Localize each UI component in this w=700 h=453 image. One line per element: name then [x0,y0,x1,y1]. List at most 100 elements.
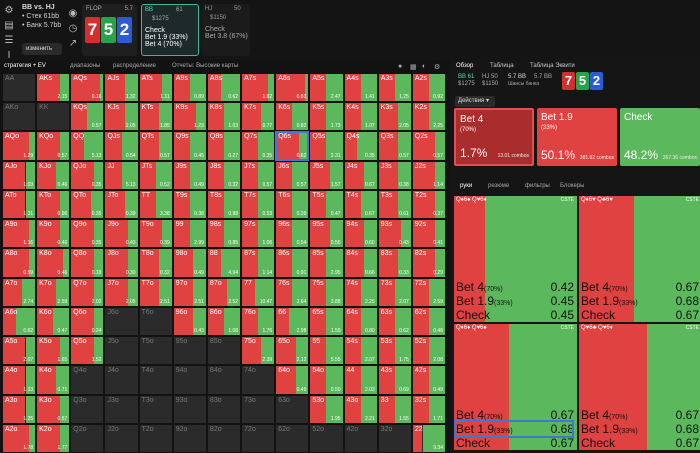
hand-cell[interactable]: 5.13 JJ [104,160,139,190]
hand-cell[interactable]: 1.33 A4o [2,365,37,395]
grid-icon[interactable]: ▦ [410,64,417,71]
hand-cell[interactable]: 0.43 93s [377,219,412,249]
hand-cell[interactable]: 1.29 AQo [2,131,37,161]
hand-cell[interactable]: 0.43 96o [172,306,207,337]
hand-cell[interactable]: J2o [104,423,139,453]
hand-cell[interactable]: 1.25 A3o [2,394,37,424]
hand-cell[interactable]: 0.67 T4s [343,189,378,220]
action-box[interactable]: Check 48.2% 367.36 combos [620,108,700,166]
tab-filters[interactable]: фильтры [525,183,550,189]
hand-combo-box[interactable]: Q♥6♣ Q♥6♦ CSTE Bet 4(70%) 0.67 Bet 1.9(33%) 0… [579,324,700,450]
hand-cell[interactable]: 2.64 76s [275,277,310,307]
hand-cell[interactable]: 1.55 33 [377,394,412,424]
hand-cell[interactable]: 0.32 T8o [138,248,173,278]
hand-cell[interactable]: 0.82 K6s [275,102,310,132]
hand-cell[interactable]: 0.46 K9o [36,219,71,249]
hand-cell[interactable]: 0.49 J9s [172,160,207,190]
hand-cell[interactable]: 2.31 Q5s [309,131,344,161]
hand-cell[interactable]: 1.25 A3s [377,73,412,103]
hand-cell[interactable]: T6o [138,306,173,337]
hand-cell[interactable]: 0.57 K3o [36,394,71,424]
hand-cell[interactable]: 5.55 55 [309,336,344,366]
hand-cell[interactable]: 0.38 J3s [377,160,412,190]
hand-cell[interactable]: 2.95 85s [309,248,344,278]
action-option[interactable]: Check [205,26,225,33]
hand-cell[interactable]: 0.59 A8o [2,248,37,278]
bb-action-box[interactable]: BB 61 $1275 Check Bet 1.9 (33%) Bet 4 (70%… [141,4,199,56]
hand-cell[interactable]: 2.39 75o [241,336,276,366]
hand-cell[interactable]: 1.57 J5s [309,160,344,190]
hand-cell[interactable]: 2.51 T7o [138,277,173,307]
hand-cell[interactable]: Q2o [70,423,105,453]
hand-cell[interactable]: 2.02 Q7o [70,277,105,307]
actions-dropdown[interactable]: Действия ▾ [455,96,495,107]
cursor-icon[interactable]: I [7,50,11,61]
hand-cell[interactable]: 0.85 98s [206,219,242,249]
hand-cell[interactable]: 2.07 A5o [2,336,37,366]
tab-summary[interactable]: резюме [488,183,510,189]
hand-cell[interactable]: AKo [2,102,37,132]
gear-icon[interactable]: ⚙ [434,64,441,71]
tab-hands[interactable]: руки [460,183,473,189]
hand-cell[interactable]: 0.39 JTo [104,189,139,220]
hand-cell[interactable]: 0.77 K7s [241,102,276,132]
hand-cell[interactable]: 0.91 86s [275,248,310,278]
tab-blockers[interactable]: Блокеры [560,183,585,189]
hand-cell[interactable]: 0.35 Q9o [70,219,105,249]
hand-cell[interactable]: 0.98 T8s [206,189,242,220]
hand-cell[interactable]: 0.46 K8o [36,248,71,278]
hand-cell[interactable]: 2.52 87o [206,277,242,307]
hand-cell[interactable]: 1.95 53o [309,394,344,424]
hand-cell[interactable]: 1.85 KTs [138,102,173,132]
hand-cell[interactable]: 1.14 J2s [411,160,446,190]
hand-cell[interactable]: 1.07 K4s [343,102,378,132]
hand-cell[interactable]: 0.49 64o [275,365,310,395]
hand-cell[interactable]: 0.92 A2s [411,73,446,103]
hand-cell[interactable]: 0.45 Q9s [172,131,207,161]
hand-cell[interactable]: 63o [275,394,310,424]
hand-cell[interactable]: 1.78 A2o [2,423,37,453]
hand-cell[interactable]: 0.62 A8s [206,73,242,103]
hand-cell[interactable]: 0.62 63s [377,306,412,337]
hand-cell[interactable]: 1.06 97s [241,219,276,249]
hand-cell[interactable]: 0.57 J6s [275,160,310,190]
hand-cell[interactable]: 74o [241,365,276,395]
hand-cell[interactable]: 0.18 Q8o [70,248,105,278]
hand-cell[interactable]: 0.48 62s [411,306,446,337]
hand-cell[interactable]: 0.96 KTo [36,189,71,220]
hand-cell[interactable]: 0.50 54o [309,365,344,395]
hand-cell[interactable]: 73o [241,394,276,424]
hand-cell[interactable]: 1.02 A7s [241,73,276,103]
hand-cell[interactable]: 0.35 Q4s [343,131,378,161]
action-box[interactable]: Bet 1.9 (33%) 50.1% 381.62 combos [537,108,617,166]
hand-cell[interactable]: KK [36,102,71,132]
hand-cell[interactable]: 93o [172,394,207,424]
eye-icon[interactable]: ◐ [422,63,427,70]
hand-cell[interactable]: 1.41 A4s [343,73,378,103]
hand-cell[interactable]: 0.57 KQs [70,102,105,132]
hand-cell[interactable]: 2.05 J7o [104,277,139,307]
hand-cell[interactable]: 1.14 87s [241,248,276,278]
hand-cell[interactable]: 82o [206,423,242,453]
action-option[interactable]: Bet 4 (70%) [145,41,182,48]
share-icon[interactable]: ↗ [68,38,78,49]
hand-cell[interactable]: 0.35 QTo [70,189,105,220]
hj-action-box[interactable]: HJ 50 $1150 Check Bet 3.8 (67%) [202,4,250,56]
hand-cell[interactable]: 2.51 97o [172,277,207,307]
hand-cell[interactable]: 1.23 K9s [172,102,207,132]
hand-cell[interactable]: 0.41 92s [411,219,446,249]
hand-cell[interactable]: 0.61 T3s [377,189,412,220]
hand-cell[interactable]: 0.56 95s [309,219,344,249]
hand-cell[interactable]: 2.25 K2s [411,102,446,132]
hand-cell[interactable]: 42o [343,423,378,453]
hand-cell[interactable]: T2o [138,423,173,453]
hand-cell[interactable]: 0.43 J9o [104,219,139,249]
hand-cell[interactable]: 2.25 74s [343,277,378,307]
hand-cell[interactable]: AA [2,73,37,103]
hand-cell[interactable]: 1.16 A9o [2,219,37,249]
settings-icon[interactable]: ⚙ [4,5,14,16]
hand-cell[interactable]: 2.59 K7o [36,277,71,307]
hand-cell[interactable]: J3o [104,394,139,424]
tab-reports[interactable]: Отчеты: Высокие карты [172,63,239,69]
hand-cell[interactable]: T3o [138,394,173,424]
